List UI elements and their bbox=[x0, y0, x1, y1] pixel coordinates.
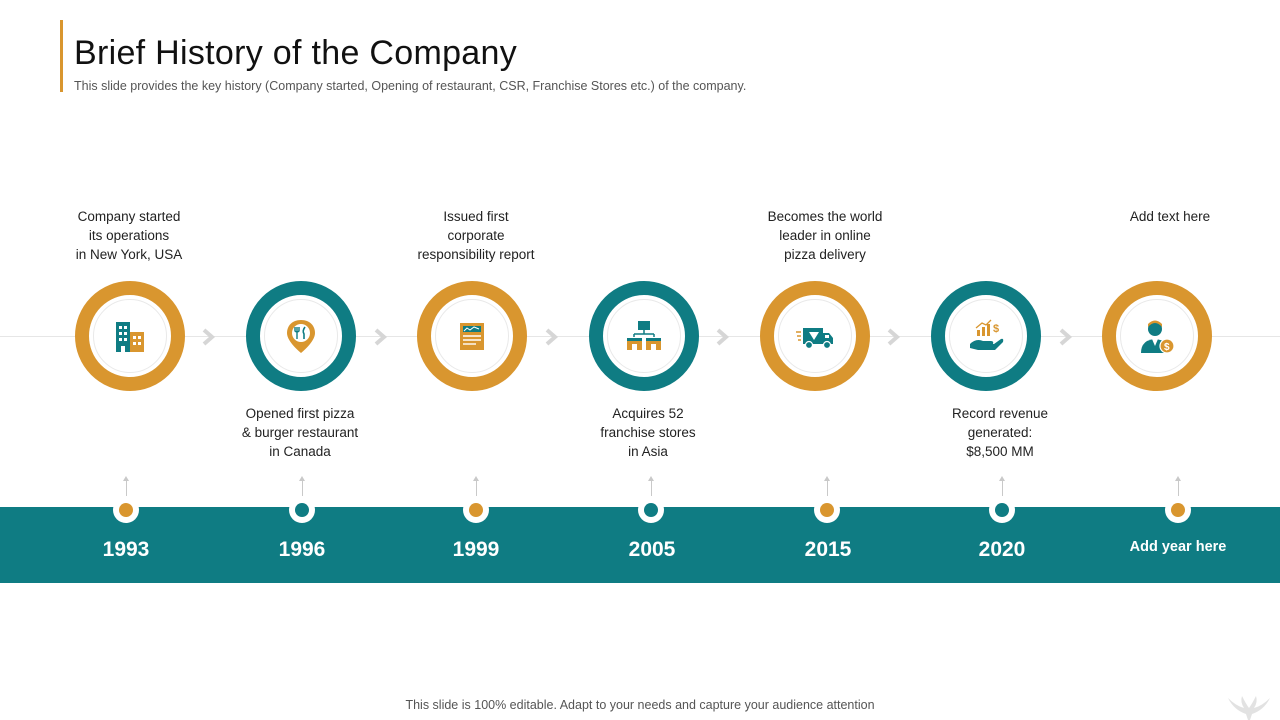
event-1993-circle bbox=[75, 281, 185, 391]
footer-note: This slide is 100% editable. Adapt to yo… bbox=[405, 698, 875, 712]
year-band bbox=[0, 507, 1280, 583]
timeline-dot bbox=[463, 497, 489, 523]
chevron-right-icon bbox=[1059, 328, 1073, 346]
timeline-dot bbox=[289, 497, 315, 523]
timeline-dot bbox=[814, 497, 840, 523]
event-2020-text: Record revenue generated: $8,500 MM bbox=[951, 406, 1049, 459]
timeline-dot bbox=[989, 497, 1015, 523]
timeline-tick bbox=[999, 476, 1005, 496]
year-label: 2020 bbox=[978, 538, 1026, 561]
timeline-tick bbox=[473, 476, 479, 496]
timeline-tick bbox=[299, 476, 305, 496]
event-2015-text: Becomes the world leader in online pizza… bbox=[767, 209, 883, 262]
event-1996-text: Opened first pizza & burger restaurant i… bbox=[241, 406, 359, 459]
event-2020-circle: $ bbox=[931, 281, 1041, 391]
building-icon bbox=[116, 322, 144, 352]
delivery-truck-icon bbox=[796, 328, 833, 350]
event-2005-circle bbox=[589, 281, 699, 391]
chevron-right-icon bbox=[374, 328, 388, 346]
event-1999-circle bbox=[417, 281, 527, 391]
timeline-tick bbox=[648, 476, 654, 496]
page-title: Brief History of the Company bbox=[74, 34, 518, 72]
page-subtitle: This slide provides the key history (Com… bbox=[74, 79, 747, 93]
year-label: 2005 bbox=[628, 538, 676, 561]
location-pin-icon bbox=[287, 320, 315, 353]
report-icon bbox=[460, 323, 484, 350]
event-1999-text: Issued first corporate responsibility re… bbox=[417, 209, 535, 262]
chevron-right-icon bbox=[202, 328, 216, 346]
timeline-tick bbox=[1175, 476, 1181, 496]
event-2005-text: Acquires 52 franchise stores in Asia bbox=[600, 406, 696, 459]
timeline-dot bbox=[1165, 497, 1191, 523]
chevron-right-icon bbox=[545, 328, 559, 346]
event-placeholder-circle: $ bbox=[1102, 281, 1212, 391]
event-1993-text: Company started its operations in New Yo… bbox=[75, 209, 183, 262]
chevron-right-icon bbox=[887, 328, 901, 346]
year-label: 1996 bbox=[278, 538, 326, 561]
timeline-dot bbox=[113, 497, 139, 523]
year-label: Add year here bbox=[1129, 539, 1227, 555]
year-label: 1999 bbox=[452, 538, 500, 561]
year-label: 1993 bbox=[102, 538, 150, 561]
timeline-tick bbox=[824, 476, 830, 496]
timeline-dot bbox=[638, 497, 664, 523]
year-label: 2015 bbox=[804, 538, 852, 561]
brand-logo-icon bbox=[1228, 696, 1270, 720]
timeline-tick bbox=[123, 476, 129, 496]
title-accent-bar bbox=[60, 20, 63, 92]
event-1996-circle bbox=[246, 281, 356, 391]
event-2015-circle bbox=[760, 281, 870, 391]
revenue-hand-icon: $ bbox=[970, 319, 1004, 350]
svg-text:$: $ bbox=[993, 323, 999, 335]
businessman-icon: $ bbox=[1141, 320, 1175, 354]
stores-icon bbox=[627, 321, 661, 350]
event-placeholder-text: Add text here bbox=[1129, 209, 1211, 224]
chevron-right-icon bbox=[716, 328, 730, 346]
svg-text:$: $ bbox=[1164, 342, 1170, 353]
